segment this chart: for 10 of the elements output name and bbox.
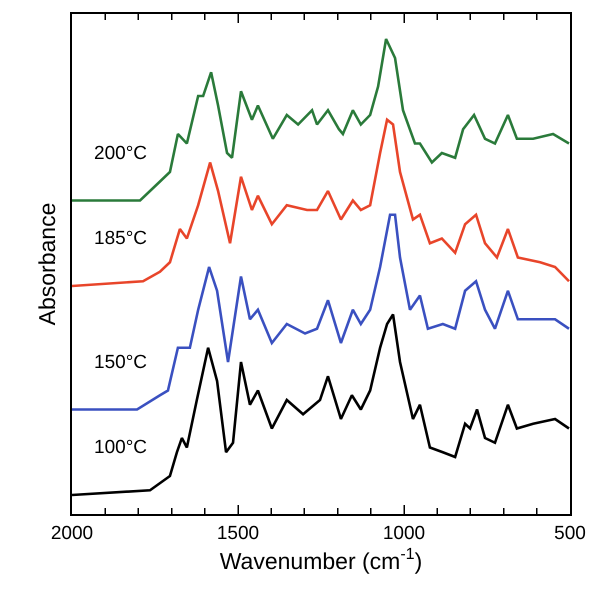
series-label: 100°C xyxy=(94,437,148,458)
series-label: 150°C xyxy=(94,352,148,373)
x-tick-label: 500 xyxy=(554,522,586,544)
series-label: 185°C xyxy=(94,228,148,249)
x-tick-label: 1000 xyxy=(382,522,426,544)
y-axis-title: Absorbance xyxy=(34,202,60,326)
series-label: 200°C xyxy=(94,143,148,164)
x-tick-label: 2000 xyxy=(50,522,94,544)
x-axis-title: Wavenumber (cm$^{-1}$) xyxy=(220,545,422,574)
x-tick-label: 1500 xyxy=(216,522,260,544)
